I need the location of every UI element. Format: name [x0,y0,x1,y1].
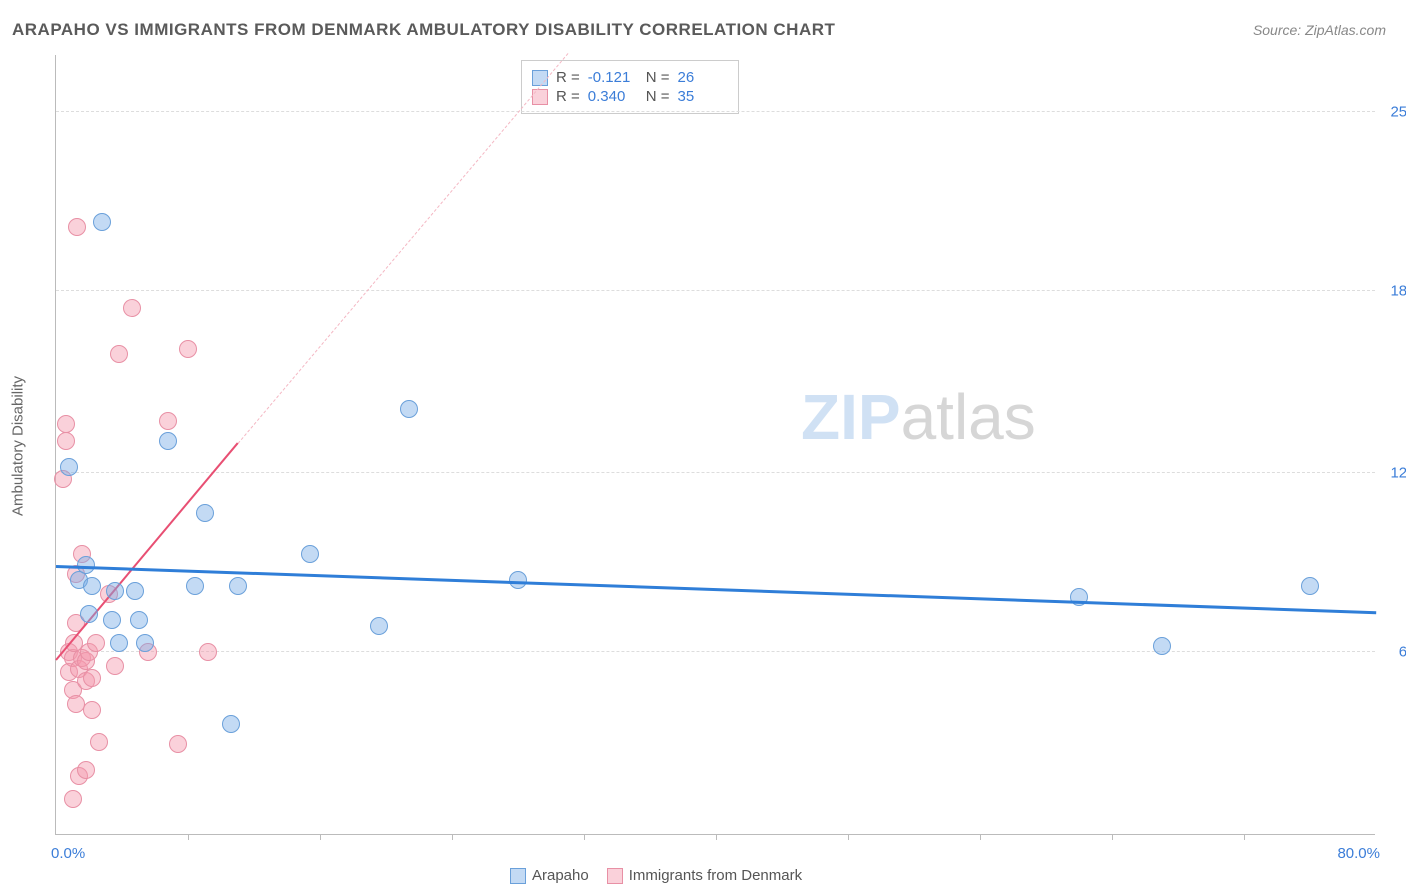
x-tick-minor [320,834,321,840]
scatter-point [110,634,128,652]
scatter-point [169,735,187,753]
x-tick-min: 0.0% [51,845,85,862]
gridline-horizontal [56,111,1375,112]
scatter-point [123,299,141,317]
y-tick-label: 18.8% [1383,282,1406,299]
gridline-horizontal [56,472,1375,473]
watermark-zip: ZIP [801,381,901,453]
x-tick-max: 80.0% [1337,845,1380,862]
legend-swatch [607,868,623,884]
scatter-point [159,412,177,430]
scatter-point [68,218,86,236]
scatter-point [370,617,388,635]
scatter-point [106,582,124,600]
scatter-point [509,571,527,589]
scatter-point [87,634,105,652]
scatter-point [126,582,144,600]
legend-item: Arapaho [510,867,589,884]
scatter-point [301,545,319,563]
legend-n-label: N = [646,69,670,86]
chart-container: ARAPAHO VS IMMIGRANTS FROM DENMARK AMBUL… [0,0,1406,892]
scatter-point [64,790,82,808]
scatter-point [159,432,177,450]
scatter-point [1301,577,1319,595]
watermark: ZIPatlas [801,380,1036,454]
scatter-point [186,577,204,595]
legend-r-label: R = [556,88,580,105]
scatter-point [60,458,78,476]
scatter-point [57,415,75,433]
x-tick-minor [848,834,849,840]
scatter-point [229,577,247,595]
scatter-point [400,400,418,418]
y-tick-label: 6.3% [1383,644,1406,661]
legend-r-label: R = [556,69,580,86]
y-axis-label: Ambulatory Disability [10,376,27,516]
x-tick-minor [584,834,585,840]
scatter-point [196,504,214,522]
scatter-point [110,345,128,363]
x-tick-minor [452,834,453,840]
scatter-point [179,340,197,358]
legend-swatch [510,868,526,884]
legend-stats-row: R = -0.121 N = 26 [532,69,728,86]
scatter-point [57,432,75,450]
scatter-point [222,715,240,733]
x-tick-minor [188,834,189,840]
x-tick-minor [716,834,717,840]
x-tick-minor [980,834,981,840]
legend-n-value: 35 [678,88,728,105]
legend-r-value: -0.121 [588,69,638,86]
legend-r-value: 0.340 [588,88,638,105]
x-tick-minor [1112,834,1113,840]
watermark-atlas: atlas [901,381,1036,453]
scatter-point [83,701,101,719]
plot-area: ZIPatlas 0.0% 80.0% R =-0.121N =26R =0.3… [55,55,1375,835]
scatter-point [136,634,154,652]
chart-title: ARAPAHO VS IMMIGRANTS FROM DENMARK AMBUL… [12,20,835,40]
legend-n-label: N = [646,88,670,105]
scatter-point [130,611,148,629]
legend-item: Immigrants from Denmark [607,867,802,884]
gridline-horizontal [56,651,1375,652]
trend-line [56,565,1376,614]
scatter-point [103,611,121,629]
legend-bottom: Arapaho Immigrants from Denmark [510,867,802,884]
gridline-horizontal [56,290,1375,291]
source-attribution: Source: ZipAtlas.com [1253,22,1386,38]
scatter-point [90,733,108,751]
scatter-point [83,577,101,595]
scatter-point [83,669,101,687]
y-tick-label: 12.5% [1383,464,1406,481]
scatter-point [1153,637,1171,655]
legend-series-name: Arapaho [532,867,589,884]
y-tick-label: 25.0% [1383,103,1406,120]
legend-series-name: Immigrants from Denmark [629,867,802,884]
scatter-point [106,657,124,675]
scatter-point [77,761,95,779]
scatter-point [93,213,111,231]
x-tick-minor [1244,834,1245,840]
scatter-point [199,643,217,661]
legend-stats-row: R = 0.340 N = 35 [532,88,728,105]
scatter-point [67,695,85,713]
scatter-point [80,605,98,623]
legend-n-value: 26 [678,69,728,86]
